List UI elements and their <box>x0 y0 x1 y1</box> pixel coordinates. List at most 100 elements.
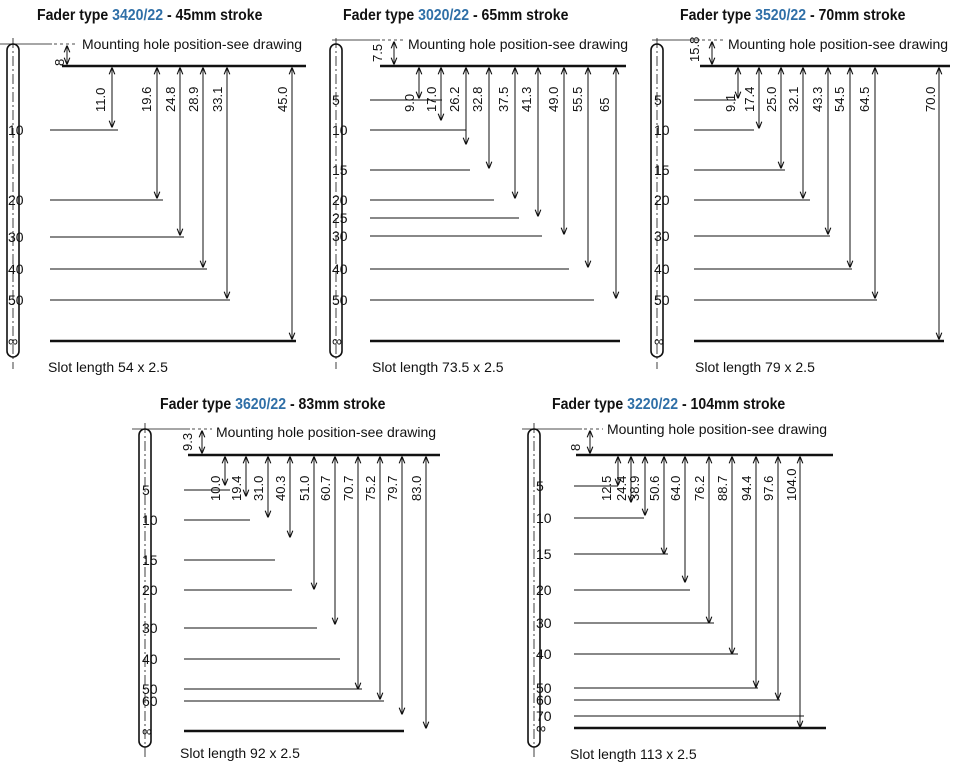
fader-panel-3020: Fader type 3020/22 - 65mm stroke 7.5 Moun… <box>320 0 640 385</box>
scale-label: 10 <box>8 122 24 138</box>
dimension-label: 17.4 <box>742 87 757 112</box>
scale-label: 20 <box>8 192 24 208</box>
dimension-label: 88.7 <box>715 476 730 501</box>
dimension-label: 104.0 <box>784 468 799 501</box>
scale-label: 10 <box>142 512 158 528</box>
mounting-note: Mounting hole position-see drawing <box>216 424 436 440</box>
title-prefix: Fader type <box>160 396 232 413</box>
dimension-label: 64.5 <box>857 87 872 112</box>
fader-panel-3620: Fader type 3620/22 - 83mm stroke 9.3 Moun… <box>120 385 450 766</box>
dimension-label: 37.5 <box>496 87 511 112</box>
dimension-label: 70.7 <box>341 476 356 501</box>
scale-label: 40 <box>536 646 552 662</box>
dimension-label: 50.6 <box>647 476 662 501</box>
model-number: 3620/22 <box>235 396 287 413</box>
dimension-label: 19.6 <box>139 87 154 112</box>
mounting-note: Mounting hole position-see drawing <box>728 36 948 52</box>
title-suffix: - 65mm stroke <box>472 7 569 24</box>
title-prefix: Fader type <box>37 7 109 24</box>
dimension-label: 26.2 <box>447 87 462 112</box>
dimension-label: 25.0 <box>764 87 779 112</box>
scale-label: ∞ <box>332 333 342 349</box>
fader-drawing: 7.5 Mounting hole position-see drawing 5 10… <box>329 36 628 375</box>
scale-label: 40 <box>332 261 348 277</box>
scale-label: 15 <box>332 162 348 178</box>
dimension-label: 17.0 <box>424 87 439 112</box>
scale-label: 50 <box>8 292 24 308</box>
title-suffix: - 70mm stroke <box>809 7 906 24</box>
title-suffix: - 83mm stroke <box>289 396 386 413</box>
mounting-note: Mounting hole position-see drawing <box>408 36 628 52</box>
scale-label: 25 <box>332 210 348 226</box>
fader-drawing: 8 Mounting hole position-see drawing 10 20 3… <box>0 36 306 375</box>
scale-label: 5 <box>536 478 544 494</box>
model-number: 3220/22 <box>627 396 679 413</box>
scale-label: 50 <box>332 292 348 308</box>
model-number: 3020/22 <box>418 7 470 24</box>
slot-length-label: Slot length 54 x 2.5 <box>48 359 168 375</box>
scale-label: 30 <box>332 228 348 244</box>
mount-offset-label: 9.3 <box>180 433 195 451</box>
scale-label: 70 <box>536 708 552 724</box>
dimension-label: 9.0 <box>402 94 417 112</box>
scale-label: ∞ <box>536 720 546 736</box>
scale-label: 20 <box>142 582 158 598</box>
dimension-label: 64.0 <box>668 476 683 501</box>
mount-offset-label: 7.5 <box>370 44 385 62</box>
mounting-note: Mounting hole position-see drawing <box>607 421 827 437</box>
scale-label: 5 <box>654 92 662 108</box>
dimension-label: 51.0 <box>297 476 312 501</box>
model-number: 3520/22 <box>755 7 807 24</box>
scale-label: 15 <box>654 162 670 178</box>
dimension-label: 12.5 <box>599 476 614 501</box>
scale-label: 30 <box>142 620 158 636</box>
dimension-label: 97.6 <box>761 476 776 501</box>
scale-label: 50 <box>142 681 158 697</box>
scale-label: 10 <box>654 122 670 138</box>
panel-title: Fader type 3620/22 - 83mm stroke <box>160 396 385 414</box>
mount-offset-label: 8 <box>52 59 67 66</box>
scale-label: 60 <box>536 692 552 708</box>
dimension-label: 43.3 <box>810 87 825 112</box>
dimension-label: 65 <box>597 98 612 112</box>
title-prefix: Fader type <box>343 7 415 24</box>
panel-title: Fader type 3420/22 - 45mm stroke <box>37 7 262 25</box>
dimension-label: 45.0 <box>275 87 290 112</box>
scale-label: 5 <box>332 92 340 108</box>
title-suffix: - 104mm stroke <box>681 396 786 413</box>
dimension-label: 70.0 <box>923 87 938 112</box>
scale-label: 60 <box>142 693 158 709</box>
dimension-label: 10.0 <box>208 476 223 501</box>
panel-title: Fader type 3220/22 - 104mm stroke <box>552 396 785 414</box>
scale-label: 40 <box>654 261 670 277</box>
scale-label: 15 <box>142 552 158 568</box>
scale-label: ∞ <box>142 723 152 739</box>
scale-label: 50 <box>536 680 552 696</box>
scale-label: 10 <box>536 510 552 526</box>
fader-panel-3220: Fader type 3220/22 - 104mm stroke 8 Mount… <box>510 385 845 766</box>
dimension-label: 83.0 <box>409 476 424 501</box>
scale-label: 5 <box>142 482 150 498</box>
model-number: 3420/22 <box>112 7 164 24</box>
scale-label: 30 <box>654 228 670 244</box>
mount-offset-label: 8 <box>568 444 583 451</box>
dimension-label: 40.3 <box>273 476 288 501</box>
dimension-label: 31.0 <box>251 476 266 501</box>
mount-offset-label: 15.8 <box>687 37 702 62</box>
scale-label: 15 <box>536 546 552 562</box>
dimension-label: 24.4 <box>614 476 629 501</box>
mounting-note: Mounting hole position-see drawing <box>82 36 302 52</box>
dimension-label: 75.2 <box>363 476 378 501</box>
scale-label: 20 <box>332 192 348 208</box>
panel-title: Fader type 3520/22 - 70mm stroke <box>680 7 905 25</box>
slot-length-label: Slot length 92 x 2.5 <box>180 745 300 761</box>
scale-label: 40 <box>142 651 158 667</box>
fader-drawing: 9.3 Mounting hole position-see drawing 5 10… <box>132 423 440 761</box>
fader-drawing: 15.8 Mounting hole position-see drawing 5 1… <box>650 36 950 375</box>
scale-label: 10 <box>332 122 348 138</box>
dimension-label: 54.5 <box>832 87 847 112</box>
dimension-label: 76.2 <box>692 476 707 501</box>
fader-panel-3520: Fader type 3520/22 - 70mm stroke 15.8 Mou… <box>640 0 953 385</box>
panel-title: Fader type 3020/22 - 65mm stroke <box>343 7 568 25</box>
dimension-label: 38.9 <box>627 476 642 501</box>
